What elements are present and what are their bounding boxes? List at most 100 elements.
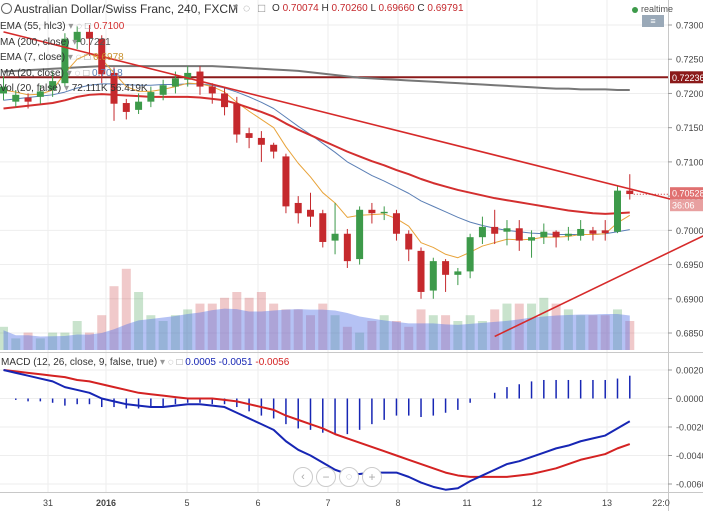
countdown-badge-bg <box>670 199 703 212</box>
volume-bar <box>613 309 622 350</box>
macd-tick-label: 0.0020 <box>676 366 703 376</box>
volume-bar <box>146 315 156 350</box>
realtime-label: realtime <box>641 4 674 14</box>
legend-volume[interactable]: Vol (20, false) ▾ 72.111K 56.419K <box>0 83 148 95</box>
time-axis: 31 2016 5 6 7 8 11 12 13 22:0 <box>43 498 670 508</box>
symbol-close-icon[interactable]: □ <box>258 1 266 15</box>
candle-body <box>392 213 400 234</box>
candle-body <box>0 86 7 94</box>
candle-body <box>503 228 511 232</box>
volume-bar <box>453 321 463 350</box>
volume-bar <box>502 303 512 350</box>
candle-body <box>540 231 548 238</box>
volume-bar <box>60 332 70 350</box>
symbol-settings-icon[interactable]: ◌ <box>243 1 251 15</box>
volume-bar <box>600 315 610 350</box>
legend-ma20[interactable]: MA (20, close) ▾ ◌ □ 0.7018 <box>0 67 123 79</box>
symbol-icon <box>1 3 12 14</box>
volume-bar <box>330 315 340 350</box>
volume-bar <box>97 315 107 350</box>
symbol-dropdown-icon[interactable]: ▾ <box>233 2 239 13</box>
candle-body <box>528 237 536 241</box>
candle-body <box>429 261 437 291</box>
macd-histogram <box>15 375 631 435</box>
candle-body <box>442 261 450 275</box>
candle-body <box>24 97 32 102</box>
candle-body <box>466 237 474 272</box>
symbol-title[interactable]: Australian Dollar/Swiss Franc, 240, FXCM <box>14 2 239 16</box>
volume-bar <box>318 303 328 350</box>
volume-bar <box>183 309 193 350</box>
legend-ema7[interactable]: EMA (7, close) ▾ ◌ □ 0.6978 <box>0 52 124 64</box>
volume-bar <box>134 292 144 350</box>
volume-bar <box>355 332 365 350</box>
last-price-badge-bg <box>670 187 703 200</box>
time-tick-label: 11 <box>462 498 471 508</box>
candle-body <box>564 233 572 236</box>
candle-body <box>73 31 81 43</box>
candle-body <box>491 226 499 234</box>
indicator-legend: EMA (55, hlc3) ▾ ◌ □ 0.7100 MA (200, clo… <box>0 19 148 97</box>
legend-ema55[interactable]: EMA (55, hlc3) ▾ ◌ □ 0.7100 <box>0 21 125 32</box>
candle-body <box>110 72 118 104</box>
candle-body <box>85 31 93 39</box>
candle-body <box>270 144 278 152</box>
volume-bar <box>232 292 242 350</box>
candle-body <box>417 250 425 292</box>
scroll-left-button[interactable]: ‹ <box>293 467 313 487</box>
volume-bar <box>48 332 58 350</box>
volume-bars <box>0 268 635 350</box>
volume-bar <box>220 297 230 350</box>
scale-button[interactable]: ≡ <box>642 15 664 27</box>
volume-bar <box>563 309 573 350</box>
candle-body <box>552 231 560 238</box>
volume-bar <box>11 338 21 350</box>
candle-body <box>307 209 314 217</box>
candle-body <box>159 85 167 95</box>
volume-bar <box>0 326 8 350</box>
macd-tick-label: -0.0040 <box>676 451 703 461</box>
candle-body <box>12 94 20 102</box>
candle-body <box>356 209 364 260</box>
legend-ma200[interactable]: MA (200, close) ▾ 0.7221 <box>0 36 111 48</box>
volume-bar <box>428 315 438 350</box>
candle-body <box>282 156 290 207</box>
zoom-out-button[interactable]: − <box>316 467 336 487</box>
reset-view-button[interactable]: ◌ <box>339 467 359 487</box>
trendline-upper <box>3 31 703 209</box>
volume-bar <box>256 292 266 350</box>
volume-bar <box>158 321 168 350</box>
ema7-line <box>3 53 631 259</box>
time-tick-label: 8 <box>395 498 400 508</box>
volume-bar <box>477 321 487 350</box>
volume-bar <box>379 315 389 350</box>
candle-body <box>61 38 69 84</box>
volume-bar <box>490 309 500 350</box>
candle-body <box>380 211 388 214</box>
candle-body <box>49 81 57 91</box>
volume-bar <box>281 309 291 350</box>
trendline-lower <box>494 235 703 338</box>
ohlc-values: O 0.70074 H 0.70260 L 0.69660 C 0.69791 <box>272 3 464 14</box>
header-bar: Australian Dollar/Swiss Franc, 240, FXCM… <box>0 0 640 18</box>
time-tick-label: 12 <box>532 498 542 508</box>
macd-signal-line <box>3 369 631 478</box>
candle-body <box>184 72 192 80</box>
macd-legend[interactable]: MACD (12, 26, close, 9, false, true) ▾ ◌… <box>1 357 290 368</box>
volume-bar <box>306 315 315 350</box>
countdown-badge: 36:06 <box>672 201 695 211</box>
volume-bar <box>465 315 475 350</box>
volume-bar <box>84 332 94 350</box>
candle-body <box>294 202 302 214</box>
volume-bar <box>170 315 180 350</box>
zoom-in-button[interactable]: + <box>362 467 382 487</box>
candle-body <box>368 209 376 214</box>
volume-bar <box>367 321 377 350</box>
volume-bar <box>244 297 254 350</box>
